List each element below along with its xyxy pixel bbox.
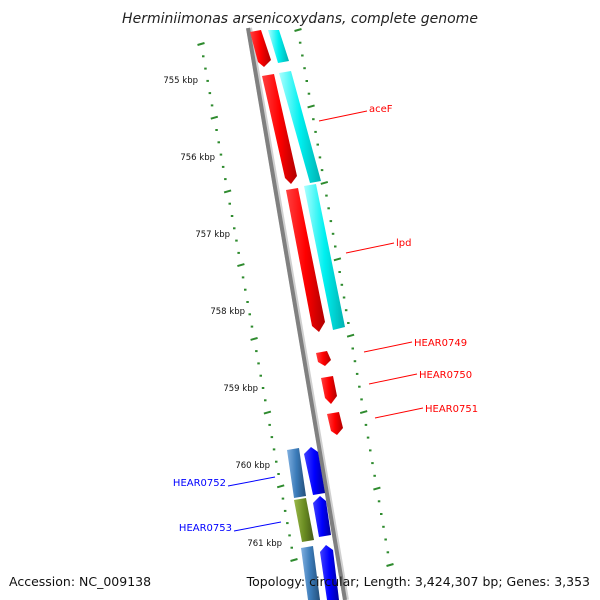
kbp-label: 755 kbp (163, 76, 198, 86)
gc-tick (210, 115, 219, 120)
reverse-feature-track (287, 448, 320, 600)
gene-label-HEAR0749[interactable]: HEAR0749 (414, 338, 467, 349)
gene-label-HEAR0752[interactable]: HEAR0752 (173, 478, 226, 489)
topology-text: Topology: circular; Length: 3,424,307 bp… (246, 574, 590, 589)
gc-tick (386, 563, 394, 567)
backbone-line (246, 27, 347, 600)
gene-label-HEAR0751[interactable]: HEAR0751 (425, 404, 478, 415)
gene-arrow-aceF[interactable] (262, 74, 297, 184)
kbp-scale: 755 kbp 756 kbp 757 kbp 758 kbp 759 kbp … (163, 76, 282, 549)
gc-tick (333, 257, 342, 262)
gene-leaders (227, 110, 424, 532)
gene-labels: aceF lpd HEAR0749 HEAR0750 HEAR0751 HEAR… (173, 104, 478, 534)
gene-label-HEAR0750[interactable]: HEAR0750 (419, 370, 472, 381)
gene-arrow-HEAR0749[interactable] (316, 351, 331, 366)
gc-tick (237, 263, 245, 268)
reverse-gene-track (304, 447, 339, 600)
leader-HEAR0751 (374, 407, 424, 419)
kbp-label: 761 kbp (247, 539, 282, 549)
gene-arrow-lpd[interactable] (286, 188, 325, 332)
leader-aceF (318, 110, 368, 122)
forward-gene-track (250, 30, 343, 435)
gc-tick (223, 189, 232, 194)
gene-arrow[interactable] (320, 545, 339, 600)
leader-HEAR0749 (363, 341, 413, 353)
kbp-label: 760 kbp (235, 461, 270, 471)
steel-feature[interactable] (301, 546, 320, 600)
leader-lpd (345, 242, 395, 254)
gc-tick (197, 42, 205, 46)
gc-tick (320, 180, 329, 185)
map-title: Herminiimonas arsenicoxydans, complete g… (122, 11, 478, 27)
gene-arrow[interactable] (250, 30, 271, 67)
gc-tick (276, 484, 285, 489)
cyan-feature[interactable] (268, 30, 289, 63)
gene-label-HEAR0753[interactable]: HEAR0753 (179, 523, 232, 534)
gene-arrow-HEAR0753[interactable] (313, 496, 331, 537)
gc-tick (290, 558, 298, 562)
cyan-feature[interactable] (304, 184, 345, 330)
gc-tick (263, 410, 272, 415)
olive-feature[interactable] (294, 498, 314, 542)
kbp-label: 757 kbp (195, 230, 230, 240)
gc-tick (346, 333, 355, 338)
accession-text: Accession: NC_009138 (9, 574, 151, 589)
gc-tick (373, 486, 381, 491)
cyan-feature[interactable] (279, 71, 321, 183)
leader-HEAR0753 (233, 521, 282, 532)
gene-arrow-HEAR0751[interactable] (327, 412, 343, 435)
kbp-label: 756 kbp (180, 153, 215, 163)
forward-feature-track (268, 30, 345, 330)
kbp-label: 758 kbp (210, 307, 245, 317)
gene-arrow-HEAR0752[interactable] (304, 447, 325, 495)
gc-tick (250, 336, 258, 341)
leader-HEAR0750 (368, 373, 418, 385)
gene-arrow-HEAR0750[interactable] (321, 376, 337, 404)
gene-label-lpd[interactable]: lpd (396, 238, 411, 249)
kbp-label: 759 kbp (223, 384, 258, 394)
steel-feature[interactable] (287, 448, 306, 498)
gc-tick (307, 104, 315, 109)
gc-tick (294, 28, 302, 32)
gc-tick (359, 410, 368, 415)
gene-label-aceF[interactable]: aceF (369, 104, 393, 115)
leader-HEAR0752 (227, 476, 276, 487)
gc-content-track (197, 28, 394, 567)
